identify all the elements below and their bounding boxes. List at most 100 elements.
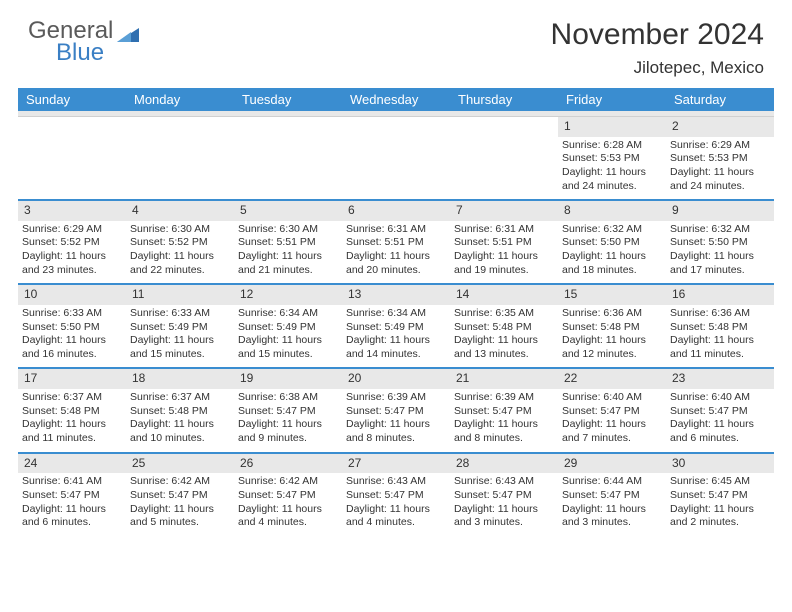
day-number: 10 <box>18 285 126 305</box>
daylight-text: Daylight: 11 hours and 21 minutes. <box>238 250 338 277</box>
day-number: 20 <box>342 369 450 389</box>
day-header-wed: Wednesday <box>342 88 450 111</box>
day-header-thu: Thursday <box>450 88 558 111</box>
day-header-mon: Monday <box>126 88 234 111</box>
calendar-header-row: Sunday Monday Tuesday Wednesday Thursday… <box>18 88 774 111</box>
calendar-cell-empty <box>234 117 342 199</box>
sunrise-text: Sunrise: 6:29 AM <box>670 139 770 153</box>
calendar-cell: 16Sunrise: 6:36 AMSunset: 5:48 PMDayligh… <box>666 285 774 367</box>
page-header: General Blue November 2024 Jilotepec, Me… <box>0 0 792 88</box>
day-number: 6 <box>342 201 450 221</box>
sunrise-text: Sunrise: 6:31 AM <box>346 223 446 237</box>
daylight-text: Daylight: 11 hours and 17 minutes. <box>670 250 770 277</box>
calendar-cell: 8Sunrise: 6:32 AMSunset: 5:50 PMDaylight… <box>558 201 666 283</box>
sunrise-text: Sunrise: 6:41 AM <box>22 475 122 489</box>
calendar-cell: 18Sunrise: 6:37 AMSunset: 5:48 PMDayligh… <box>126 369 234 451</box>
sunrise-text: Sunrise: 6:39 AM <box>454 391 554 405</box>
sunrise-text: Sunrise: 6:40 AM <box>562 391 662 405</box>
sunset-text: Sunset: 5:48 PM <box>670 321 770 335</box>
sunset-text: Sunset: 5:47 PM <box>562 405 662 419</box>
sunrise-text: Sunrise: 6:32 AM <box>670 223 770 237</box>
sunset-text: Sunset: 5:49 PM <box>238 321 338 335</box>
calendar-cell: 24Sunrise: 6:41 AMSunset: 5:47 PMDayligh… <box>18 454 126 536</box>
day-number: 11 <box>126 285 234 305</box>
sunrise-text: Sunrise: 6:44 AM <box>562 475 662 489</box>
calendar-cell: 20 Sunrise: 6:39 AMSunset: 5:47 PMDayligh… <box>342 369 450 451</box>
daylight-text: Daylight: 11 hours and 5 minutes. <box>130 503 230 530</box>
calendar-week: 24Sunrise: 6:41 AMSunset: 5:47 PMDayligh… <box>18 452 774 536</box>
day-number: 14 <box>450 285 558 305</box>
sunrise-text: Sunrise: 6:35 AM <box>454 307 554 321</box>
day-number: 5 <box>234 201 342 221</box>
calendar-cell-empty <box>342 117 450 199</box>
day-number: 17 <box>18 369 126 389</box>
sunset-text: Sunset: 5:47 PM <box>346 405 446 419</box>
daylight-text: Daylight: 11 hours and 15 minutes. <box>238 334 338 361</box>
daylight-text: Daylight: 11 hours and 8 minutes. <box>346 418 446 445</box>
daylight-text: Daylight: 11 hours and 16 minutes. <box>22 334 122 361</box>
day-number: 25 <box>126 454 234 474</box>
sunset-text: Sunset: 5:48 PM <box>562 321 662 335</box>
title-block: November 2024 Jilotepec, Mexico <box>551 18 764 78</box>
day-header-tue: Tuesday <box>234 88 342 111</box>
sunrise-text: Sunrise: 6:33 AM <box>22 307 122 321</box>
brand-text: General Blue <box>28 18 113 67</box>
calendar-cell-empty <box>450 117 558 199</box>
triangle-icon <box>117 24 139 47</box>
brand-logo: General Blue <box>28 18 139 67</box>
day-number: 16 <box>666 285 774 305</box>
calendar-cell: 12Sunrise: 6:34 AMSunset: 5:49 PMDayligh… <box>234 285 342 367</box>
sunrise-text: Sunrise: 6:38 AM <box>238 391 338 405</box>
day-number: 26 <box>234 454 342 474</box>
day-number: 19 <box>234 369 342 389</box>
calendar-cell: 7Sunrise: 6:31 AMSunset: 5:51 PMDaylight… <box>450 201 558 283</box>
daylight-text: Daylight: 11 hours and 12 minutes. <box>562 334 662 361</box>
day-number: 4 <box>126 201 234 221</box>
daylight-text: Daylight: 11 hours and 10 minutes. <box>130 418 230 445</box>
day-number: 28 <box>450 454 558 474</box>
calendar-cell: 30Sunrise: 6:45 AMSunset: 5:47 PMDayligh… <box>666 454 774 536</box>
sunset-text: Sunset: 5:47 PM <box>238 405 338 419</box>
daylight-text: Daylight: 11 hours and 23 minutes. <box>22 250 122 277</box>
sunset-text: Sunset: 5:51 PM <box>346 236 446 250</box>
daylight-text: Daylight: 11 hours and 20 minutes. <box>346 250 446 277</box>
sunset-text: Sunset: 5:48 PM <box>130 405 230 419</box>
daylight-text: Daylight: 11 hours and 2 minutes. <box>670 503 770 530</box>
calendar-cell: 28Sunrise: 6:43 AMSunset: 5:47 PMDayligh… <box>450 454 558 536</box>
calendar-cell: 17Sunrise: 6:37 AMSunset: 5:48 PMDayligh… <box>18 369 126 451</box>
daylight-text: Daylight: 11 hours and 9 minutes. <box>238 418 338 445</box>
calendar-cell: 29Sunrise: 6:44 AMSunset: 5:47 PMDayligh… <box>558 454 666 536</box>
sunset-text: Sunset: 5:47 PM <box>130 489 230 503</box>
sunset-text: Sunset: 5:50 PM <box>670 236 770 250</box>
sunrise-text: Sunrise: 6:39 AM <box>346 391 446 405</box>
calendar-cell: 15Sunrise: 6:36 AMSunset: 5:48 PMDayligh… <box>558 285 666 367</box>
calendar-cell: 10Sunrise: 6:33 AMSunset: 5:50 PMDayligh… <box>18 285 126 367</box>
daylight-text: Daylight: 11 hours and 19 minutes. <box>454 250 554 277</box>
daylight-text: Daylight: 11 hours and 11 minutes. <box>22 418 122 445</box>
sunset-text: Sunset: 5:49 PM <box>346 321 446 335</box>
daylight-text: Daylight: 11 hours and 4 minutes. <box>238 503 338 530</box>
day-number: 8 <box>558 201 666 221</box>
sunset-text: Sunset: 5:50 PM <box>562 236 662 250</box>
day-number: 2 <box>666 117 774 137</box>
daylight-text: Daylight: 11 hours and 14 minutes. <box>346 334 446 361</box>
location-label: Jilotepec, Mexico <box>551 58 764 78</box>
daylight-text: Daylight: 11 hours and 8 minutes. <box>454 418 554 445</box>
calendar-cell-empty <box>126 117 234 199</box>
day-number: 23 <box>666 369 774 389</box>
day-number: 27 <box>342 454 450 474</box>
sunrise-text: Sunrise: 6:37 AM <box>130 391 230 405</box>
calendar-cell: 6 Sunrise: 6:31 AMSunset: 5:51 PMDaylight… <box>342 201 450 283</box>
day-number: 9 <box>666 201 774 221</box>
sunrise-text: Sunrise: 6:30 AM <box>238 223 338 237</box>
calendar-cell: 21Sunrise: 6:39 AMSunset: 5:47 PMDayligh… <box>450 369 558 451</box>
sunrise-text: Sunrise: 6:45 AM <box>670 475 770 489</box>
calendar-cell: 13Sunrise: 6:34 AMSunset: 5:49 PMDayligh… <box>342 285 450 367</box>
calendar-cell: 25Sunrise: 6:42 AMSunset: 5:47 PMDayligh… <box>126 454 234 536</box>
calendar-cell: 14Sunrise: 6:35 AMSunset: 5:48 PMDayligh… <box>450 285 558 367</box>
sunrise-text: Sunrise: 6:29 AM <box>22 223 122 237</box>
sunset-text: Sunset: 5:47 PM <box>238 489 338 503</box>
sunset-text: Sunset: 5:49 PM <box>130 321 230 335</box>
month-title: November 2024 <box>551 18 764 52</box>
calendar-cell: 11Sunrise: 6:33 AMSunset: 5:49 PMDayligh… <box>126 285 234 367</box>
